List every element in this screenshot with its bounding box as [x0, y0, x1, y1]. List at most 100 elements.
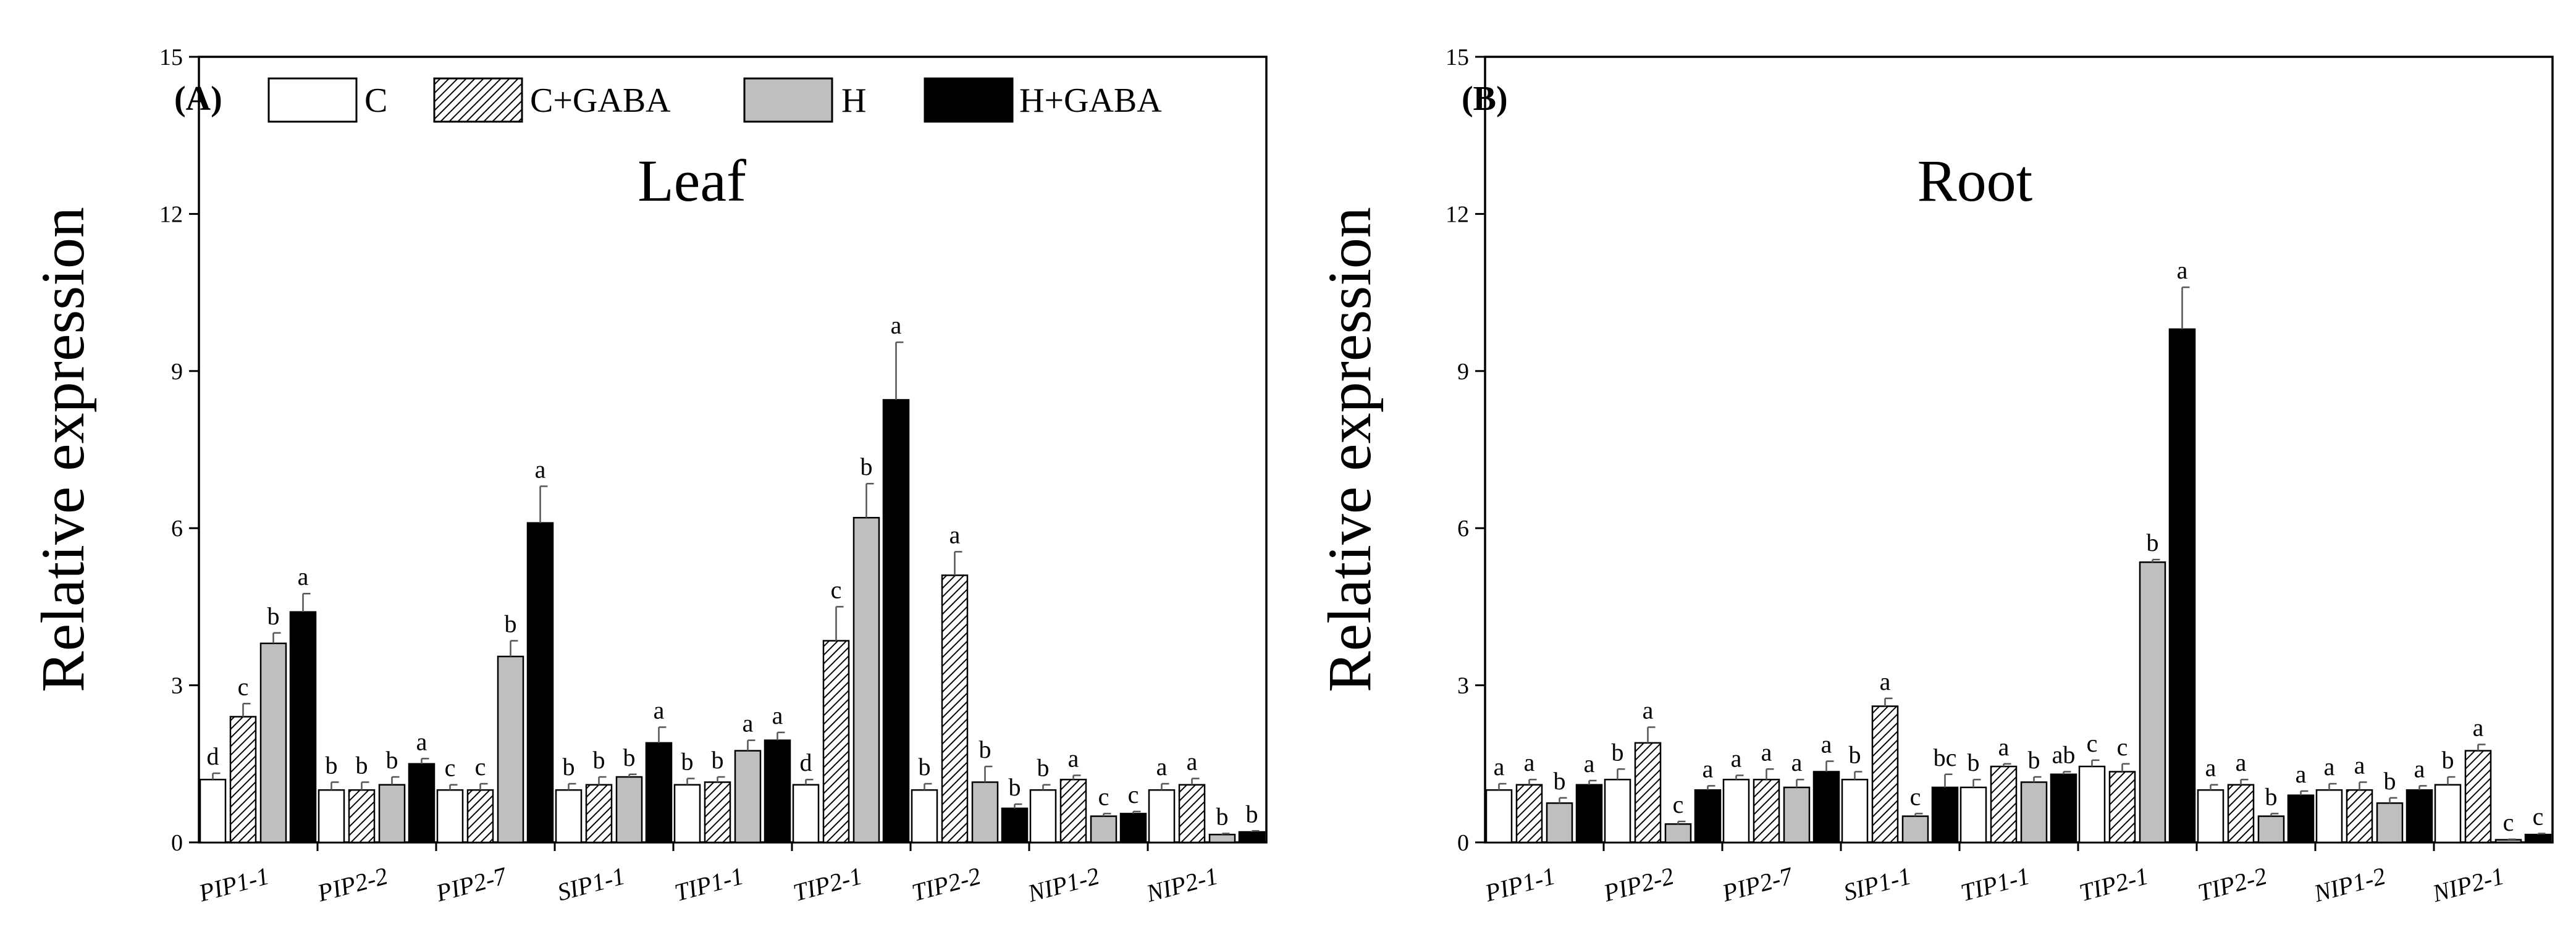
significance-letter-tip2-2-h: b	[979, 736, 991, 763]
category-label-nip1-2: NIP1-2	[2310, 862, 2388, 907]
bar-pip2-7-h	[1783, 786, 1811, 844]
significance-letter-pip2-7-h: a	[1791, 749, 1803, 776]
significance-letter-nip1-2-h: b	[2384, 767, 2396, 795]
x-axis-leaf: PIP1-1 PIP2-2 PIP2-7 SIP1-1 TIP1-1 TIP2-1 TIP2…	[195, 842, 1221, 907]
significance-letter-sip1-1-c-gaba: a	[1880, 668, 1891, 695]
significance-letter-tip2-2-c-gaba: a	[2236, 749, 2247, 776]
bar-nip2-1-h-gaba	[1238, 831, 1266, 844]
bar-nip1-2-h	[2376, 802, 2404, 844]
bar-nip2-1-h	[2494, 839, 2522, 844]
bar-nip2-1-c	[2434, 784, 2462, 844]
bar-sip1-1-c	[555, 789, 583, 844]
category-label-pip2-7: PIP2-7	[1719, 862, 1796, 907]
bar-pip2-7-h-gaba	[1812, 771, 1840, 844]
category-label-pip2-7: PIP2-7	[432, 862, 510, 907]
plot-frame-root	[1484, 56, 2554, 844]
bar-nip1-2-h-gaba	[1119, 813, 1147, 844]
y-axis-leaf: 0 3 6 9 12 15	[159, 44, 199, 856]
significance-letter-pip2-2-h-gaba: a	[416, 728, 427, 755]
panel-label-b: (B)	[1462, 80, 1508, 118]
y-tick-label: 12	[159, 201, 183, 227]
category-label-pip1-1: PIP1-1	[1481, 862, 1558, 907]
bar-pip2-2-h	[378, 784, 406, 844]
bar-pip1-1-h	[1546, 802, 1573, 844]
bar-pip2-7-c	[436, 789, 464, 844]
significance-letter-nip2-1-c: b	[2442, 746, 2454, 774]
significance-letter-pip1-1-h-gaba: a	[1584, 750, 1595, 778]
significance-letter-pip2-2-h: b	[386, 746, 398, 774]
significance-letter-tip1-1-h: a	[743, 710, 754, 737]
significance-letter-sip1-1-h-gaba: a	[654, 696, 665, 724]
bar-nip2-1-h	[1208, 834, 1236, 844]
bar-tip2-2-h	[2257, 815, 2285, 844]
category-label-tip1-1: TIP1-1	[1958, 862, 2032, 907]
y-tick-label: 0	[1457, 830, 1469, 856]
bar-pip2-7-c	[1722, 778, 1750, 844]
significance-letter-tip2-1-c-gaba: c	[2117, 733, 2128, 761]
bar-tip1-1-h	[734, 750, 762, 844]
bar-pip2-7-c-gaba	[466, 789, 494, 844]
y-tick-label: 6	[171, 516, 183, 542]
significance-letter-pip1-1-c: a	[1494, 753, 1505, 781]
significance-letter-tip1-1-c-gaba: b	[712, 746, 724, 774]
y-tick-label: 9	[171, 359, 183, 385]
significance-letter-tip1-1-c: b	[1968, 749, 1980, 776]
bar-tip1-1-h-gaba	[764, 739, 791, 844]
significance-letter-tip2-1-c-gaba: c	[831, 576, 842, 603]
significance-letter-pip1-1-c-gaba: c	[238, 673, 249, 700]
bar-nip2-1-c-gaba	[1178, 784, 1206, 844]
significance-letter-pip2-7-h-gaba: a	[535, 455, 546, 483]
bar-pip1-1-c-gaba	[1515, 784, 1543, 844]
category-label-nip2-1: NIP2-1	[2429, 862, 2507, 907]
significance-letter-tip2-1-c: d	[800, 749, 812, 776]
significance-letter-tip2-1-h-gaba: a	[891, 311, 902, 339]
y-tick-label: 15	[159, 44, 183, 70]
bar-tip2-2-h	[971, 781, 999, 844]
bar-sip1-1-h-gaba	[1931, 786, 1959, 844]
significance-letter-tip1-1-c: b	[681, 748, 694, 776]
bar-tip2-2-h-gaba	[1001, 807, 1029, 844]
significance-letter-pip2-7-c: a	[1731, 744, 1742, 772]
bar-nip1-2-c	[2315, 789, 2343, 844]
bar-pip2-2-c	[1604, 778, 1631, 844]
bar-tip2-2-h-gaba	[2287, 794, 2315, 844]
bar-pip1-1-c	[199, 778, 227, 844]
legend: C C+GABA H H+GABA	[267, 77, 1162, 123]
category-label-nip1-2: NIP1-2	[1024, 862, 1102, 907]
bar-pip2-2-c-gaba	[1634, 742, 1662, 844]
category-label-nip2-1: NIP2-1	[1143, 862, 1221, 907]
legend-label-h-gaba: H+GABA	[1019, 82, 1162, 120]
category-label-tip2-1: TIP2-1	[790, 862, 865, 907]
significance-letter-tip1-1-h-gaba: a	[772, 702, 783, 729]
bar-pip1-1-h	[259, 642, 287, 844]
significance-letter-tip2-2-h-gaba: b	[1009, 773, 1021, 801]
panel-label-a: (A)	[174, 80, 222, 118]
significance-letter-tip2-2-c: a	[2205, 754, 2216, 782]
significance-letter-tip2-1-h: b	[2147, 529, 2159, 556]
significance-letter-pip2-7-c-gaba: c	[475, 753, 486, 781]
category-label-pip2-2: PIP2-2	[314, 862, 390, 907]
significance-letter-nip1-2-c-gaba: a	[2354, 751, 2365, 779]
significance-letter-pip1-1-h-gaba: a	[298, 563, 309, 590]
bar-pip2-7-h-gaba	[526, 522, 554, 844]
bar-sip1-1-h-gaba	[645, 742, 673, 844]
significance-letter-nip2-1-h: b	[1216, 803, 1229, 831]
legend-label-c-gaba: C+GABA	[530, 82, 671, 120]
bar-sip1-1-h	[1901, 815, 1929, 844]
y-tick-label: 12	[1446, 201, 1469, 227]
legend-swatch-c	[267, 77, 358, 123]
significance-letter-sip1-1-h-gaba: bc	[1934, 744, 1957, 771]
bar-pip2-2-h-gaba	[1694, 789, 1722, 844]
significance-letter-pip1-1-c-gaba: a	[1524, 749, 1535, 776]
category-label-pip1-1: PIP1-1	[195, 862, 272, 907]
bar-sip1-1-c-gaba	[1871, 705, 1899, 844]
significance-letter-nip1-2-c: a	[2324, 753, 2335, 781]
significance-letter-tip2-1-h: b	[861, 453, 873, 480]
bar-nip2-1-c	[1148, 789, 1176, 844]
legend-swatch-h-gaba	[924, 77, 1014, 123]
bar-tip1-1-h	[2020, 781, 2048, 844]
bar-sip1-1-c-gaba	[585, 784, 613, 844]
bar-pip2-2-h-gaba	[408, 763, 436, 844]
bar-tip2-2-c-gaba	[2227, 784, 2255, 844]
